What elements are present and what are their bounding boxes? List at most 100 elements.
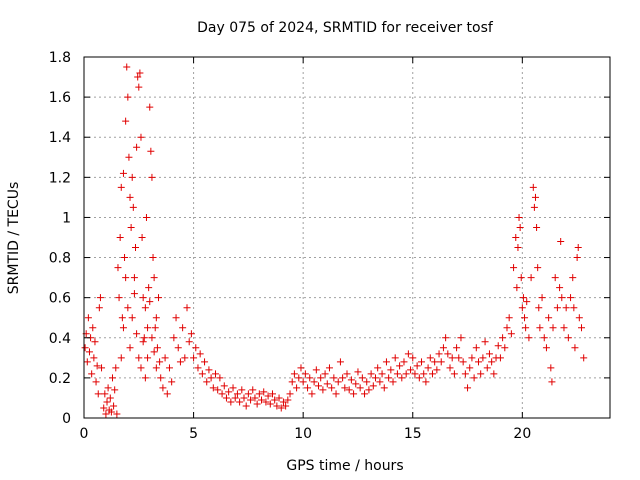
data-point [523,298,531,306]
data-point [374,364,382,372]
data-point [103,398,111,406]
data-point [431,358,439,366]
data-point [437,358,445,366]
y-tick-label: 1 [62,210,71,226]
data-point [111,386,119,394]
data-point [187,330,195,338]
data-point [93,362,101,370]
data-point [119,169,127,177]
data-point [547,364,555,372]
y-tick-label: 1.4 [49,130,71,146]
data-point [108,374,116,382]
data-point [513,284,521,292]
data-point [290,370,298,378]
data-point [150,274,158,282]
data-point [130,290,138,298]
data-point [558,294,566,302]
data-point [229,384,237,392]
data-point [258,396,266,404]
y-tick-label: 0.4 [49,331,71,347]
data-point [549,324,557,332]
data-point [350,390,358,398]
data-point [176,358,184,366]
data-point [420,370,428,378]
data-point [413,362,421,370]
data-point [542,344,550,352]
data-point [125,153,133,161]
data-point [112,364,120,372]
data-point [83,358,91,366]
data-point [534,264,542,272]
data-point [515,213,523,221]
data-point [569,274,577,282]
data-point [334,378,342,386]
data-point [146,103,154,111]
data-point [361,390,369,398]
data-point [475,358,482,366]
data-point [499,334,507,342]
data-point [137,364,145,372]
data-point [146,298,154,306]
data-point [134,73,142,81]
data-point [126,344,134,352]
data-point [140,334,148,342]
x-tick-label: 0 [80,426,89,442]
data-point [117,354,125,362]
axis-ticks: 0 5 10 15 20 0 0.2 0.4 0.6 0.8 1 1.2 1.4 1.6 1.8 [49,50,610,442]
data-point [308,390,316,398]
data-point [389,378,397,386]
data-point [453,344,461,352]
data-point [479,354,487,362]
data-point [205,366,213,374]
y-tick-label: 0.8 [49,251,71,267]
data-point [404,350,412,358]
data-point [415,374,423,382]
x-tick-label: 15 [404,426,422,442]
data-point [196,350,204,358]
data-point [525,334,533,342]
data-point [448,354,456,362]
data-point [148,173,156,181]
data-point [319,386,327,394]
data-point [564,334,572,342]
data-point [174,344,182,352]
data-point [95,304,103,312]
data-point [192,344,200,352]
data-points [81,63,588,418]
data-point [110,402,118,410]
data-point [119,324,127,332]
data-point [356,384,364,392]
data-point [396,362,404,370]
data-point [240,394,248,402]
data-point [293,384,301,392]
data-point [411,370,419,378]
data-point [297,364,305,372]
data-point [168,378,176,386]
data-point [459,358,467,366]
data-point [135,354,143,362]
data-point [183,304,191,312]
data-point [378,370,386,378]
data-point [505,314,513,322]
data-point [231,394,239,402]
data-point [510,264,518,272]
data-point [553,304,561,312]
data-point [114,264,122,272]
data-point [266,400,274,408]
data-point [330,374,338,382]
data-point [138,234,146,241]
y-tick-label: 0.2 [49,371,71,387]
data-point [464,384,472,392]
data-point [104,384,112,392]
data-point [503,324,511,332]
data-point [363,378,371,386]
data-point [249,386,257,394]
data-point [203,378,211,386]
data-point [157,374,165,382]
data-point [144,354,152,362]
data-point [573,254,581,262]
chart-title: Day 075 of 2024, SRMTID for receiver tos… [197,20,494,36]
data-point [521,314,529,322]
data-point [365,386,373,394]
data-point [115,294,123,302]
